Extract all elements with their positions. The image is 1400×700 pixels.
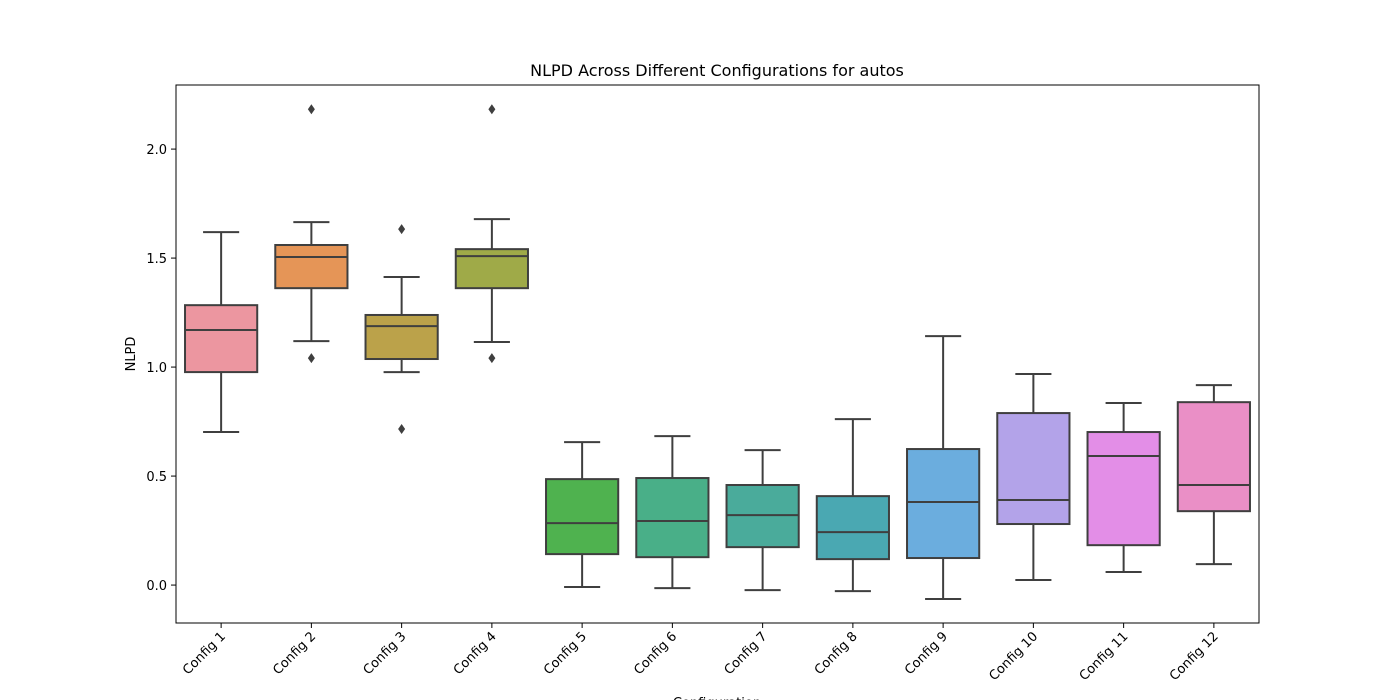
plot-frame — [175, 84, 1260, 624]
box — [815, 495, 890, 561]
y-tick-label: 2.0 — [146, 143, 167, 158]
box — [906, 448, 981, 560]
x-tick-label: Config 1 — [180, 629, 229, 678]
outlier — [488, 104, 496, 115]
y-axis-label: NLPD — [124, 337, 139, 372]
y-tick-label: 1.5 — [146, 252, 167, 267]
box — [1086, 431, 1161, 547]
x-tick-label: Config 4 — [451, 629, 500, 678]
outlier — [307, 104, 315, 115]
outlier — [398, 224, 406, 235]
box — [545, 478, 620, 556]
x-tick-label: Config 10 — [986, 629, 1041, 684]
y-tick-label: 0.0 — [146, 579, 167, 594]
x-tick-label: Config 5 — [541, 629, 590, 678]
box — [996, 412, 1071, 526]
box — [184, 304, 259, 374]
box — [364, 313, 439, 361]
chart-title: NLPD Across Different Configurations for… — [530, 61, 904, 80]
x-tick-label: Config 8 — [812, 629, 861, 678]
x-tick-label: Config 2 — [270, 629, 319, 678]
x-tick-label: Config 9 — [902, 629, 951, 678]
outlier — [488, 353, 496, 364]
y-tick-label: 0.5 — [146, 470, 167, 485]
outlier — [398, 423, 406, 434]
x-tick-label: Config 7 — [722, 629, 771, 678]
outlier — [307, 353, 315, 364]
x-axis-label: Configuration — [673, 696, 761, 700]
x-tick-label: Config 12 — [1167, 629, 1222, 684]
box — [1176, 401, 1251, 513]
x-tick-label: Config 6 — [631, 629, 680, 678]
y-tick-label: 1.0 — [146, 361, 167, 376]
x-tick-label: Config 11 — [1077, 629, 1132, 684]
box — [635, 477, 710, 559]
x-tick-label: Config 3 — [361, 629, 410, 678]
box — [454, 248, 529, 290]
box — [274, 244, 349, 290]
